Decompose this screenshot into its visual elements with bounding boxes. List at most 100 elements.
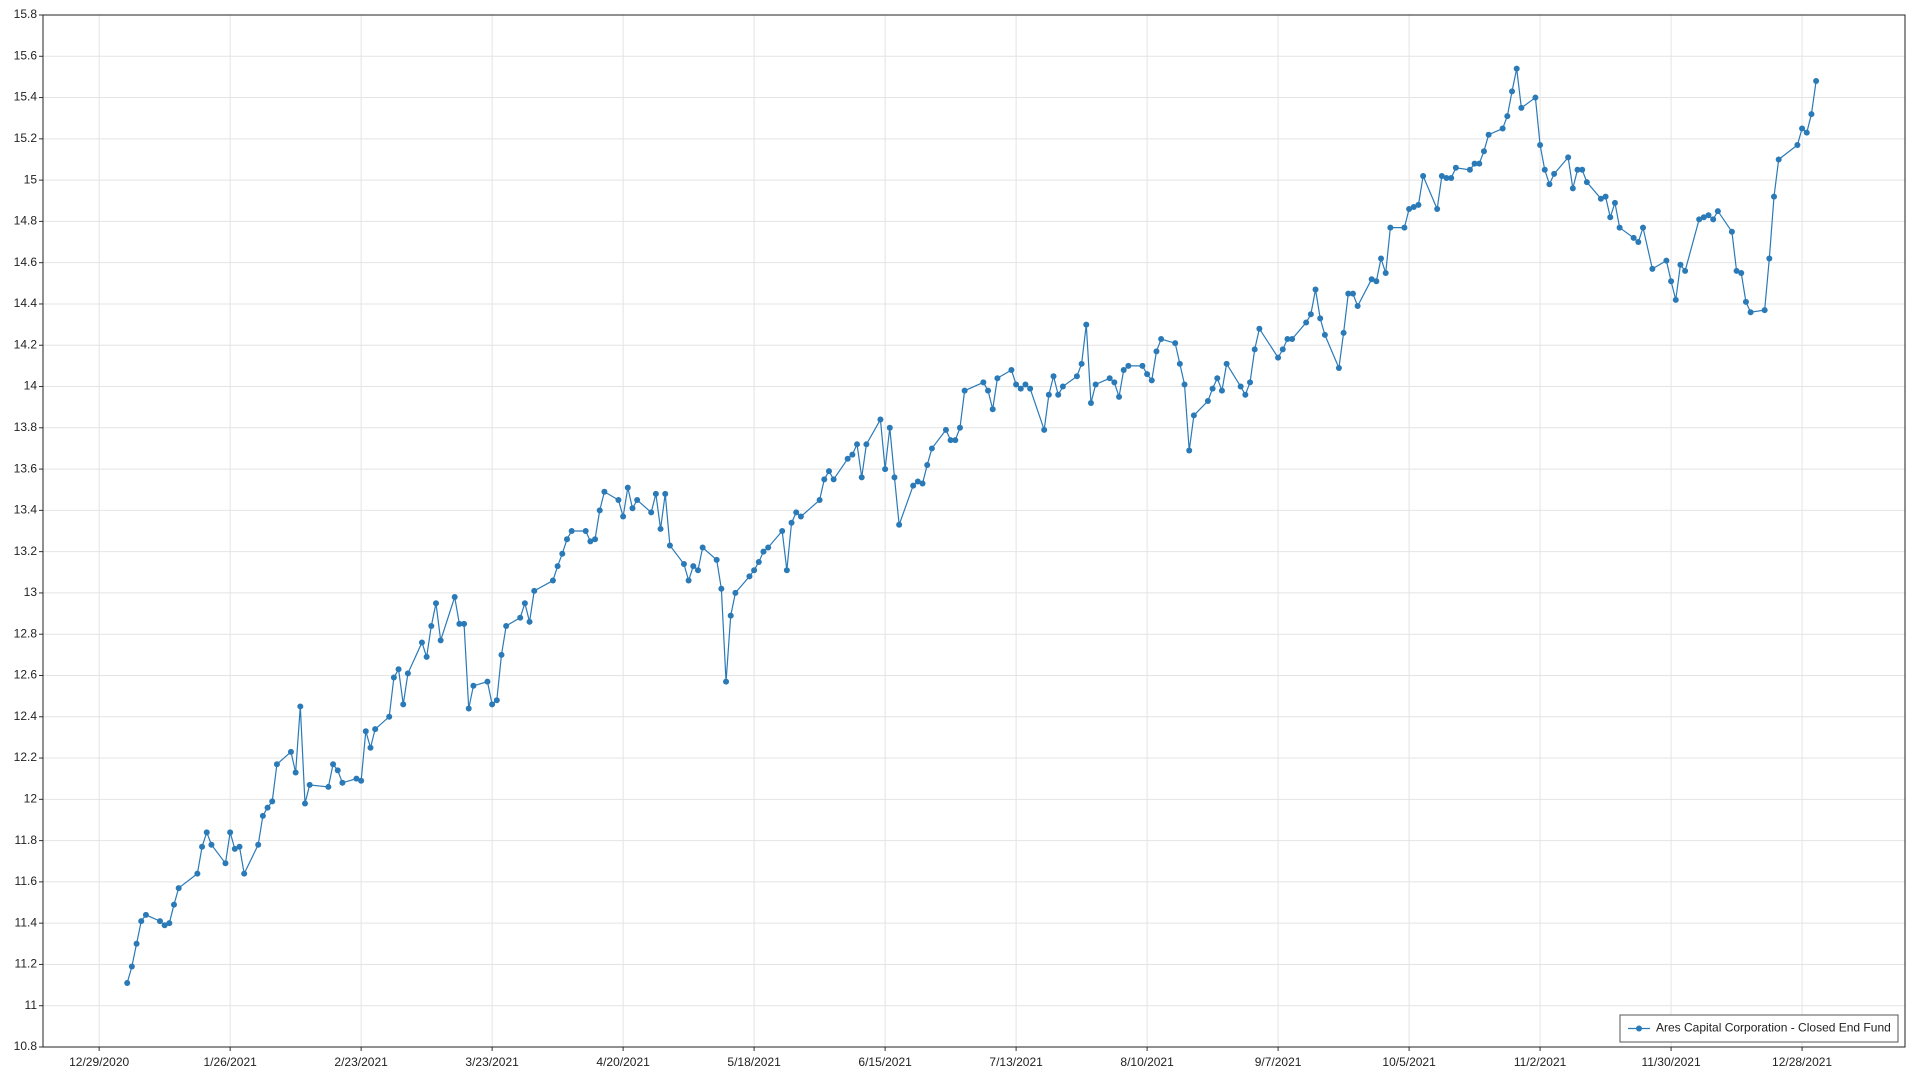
y-tick-label: 11.6 <box>15 874 38 888</box>
point <box>1083 321 1090 328</box>
point <box>596 507 603 514</box>
point <box>952 437 959 444</box>
point <box>128 963 135 970</box>
point <box>503 622 510 629</box>
point <box>765 544 772 551</box>
point <box>1190 412 1197 419</box>
point <box>1714 208 1721 215</box>
point <box>755 558 762 565</box>
point <box>1532 94 1539 101</box>
point <box>170 901 177 908</box>
y-tick-label: 12 <box>24 791 38 805</box>
point <box>1799 125 1806 132</box>
point <box>142 911 149 918</box>
point <box>236 843 243 850</box>
point <box>624 484 631 491</box>
point <box>1406 206 1413 213</box>
x-tick-label: 11/2/2021 <box>1514 1055 1567 1069</box>
point <box>325 783 332 790</box>
x-tick-label: 7/13/2021 <box>989 1055 1043 1069</box>
point <box>306 781 313 788</box>
point <box>1579 166 1586 173</box>
y-tick-label: 15 <box>24 172 38 186</box>
point <box>746 573 753 580</box>
point <box>1247 379 1254 386</box>
point <box>1546 181 1553 188</box>
point <box>1373 278 1380 285</box>
point <box>1443 175 1450 182</box>
point <box>1055 391 1062 398</box>
point <box>287 748 294 755</box>
point <box>1635 239 1642 246</box>
point <box>694 567 701 574</box>
point <box>1677 261 1684 268</box>
point <box>517 614 524 621</box>
point <box>1116 393 1123 400</box>
point <box>1284 336 1291 343</box>
point <box>1649 265 1656 272</box>
point <box>657 525 664 532</box>
point <box>1597 195 1604 202</box>
point <box>690 563 697 570</box>
point <box>699 544 706 551</box>
point <box>582 528 589 534</box>
point <box>1008 367 1015 374</box>
point <box>1186 447 1193 454</box>
point <box>470 682 477 689</box>
point <box>821 476 828 483</box>
point <box>1574 166 1581 173</box>
point <box>465 705 472 712</box>
point <box>1466 166 1473 173</box>
point <box>854 441 861 448</box>
point <box>620 513 627 520</box>
point <box>372 726 379 733</box>
point <box>1218 387 1225 394</box>
x-tick-label: 5/18/2021 <box>727 1055 781 1069</box>
legend-label: Ares Capital Corporation - Closed End Fu… <box>1656 1021 1891 1035</box>
point <box>1139 362 1146 369</box>
point <box>1237 383 1244 390</box>
point <box>1013 381 1020 388</box>
x-tick-label: 4/20/2021 <box>596 1055 650 1069</box>
y-tick-label: 12.4 <box>14 709 38 723</box>
point <box>793 509 800 516</box>
point <box>1073 373 1080 380</box>
point <box>269 798 276 805</box>
point <box>601 488 608 495</box>
point <box>437 637 444 644</box>
point <box>367 744 374 751</box>
point <box>208 841 215 848</box>
point <box>292 769 299 776</box>
point <box>531 587 538 594</box>
point <box>390 674 397 681</box>
point <box>353 775 360 782</box>
point <box>568 528 575 534</box>
point <box>1022 381 1029 388</box>
point <box>1410 203 1417 210</box>
point <box>1148 377 1155 384</box>
point <box>886 424 893 431</box>
point <box>956 424 963 431</box>
point <box>947 437 954 444</box>
point <box>1663 257 1670 264</box>
x-tick-label: 2/23/2021 <box>334 1055 388 1069</box>
x-tick-label: 8/10/2021 <box>1120 1055 1174 1069</box>
point <box>489 701 496 708</box>
y-tick-label: 15.2 <box>14 131 38 145</box>
point <box>498 651 505 658</box>
y-tick-label: 11 <box>25 998 38 1012</box>
point <box>1541 166 1548 173</box>
point <box>301 800 308 807</box>
point <box>1345 290 1352 297</box>
point <box>559 550 566 557</box>
point <box>1111 379 1118 386</box>
point <box>666 542 673 549</box>
point <box>919 480 926 487</box>
point <box>1303 319 1310 326</box>
point <box>989 406 996 413</box>
point <box>1747 309 1754 316</box>
point <box>227 829 234 836</box>
point <box>1452 164 1459 171</box>
point <box>521 600 528 607</box>
